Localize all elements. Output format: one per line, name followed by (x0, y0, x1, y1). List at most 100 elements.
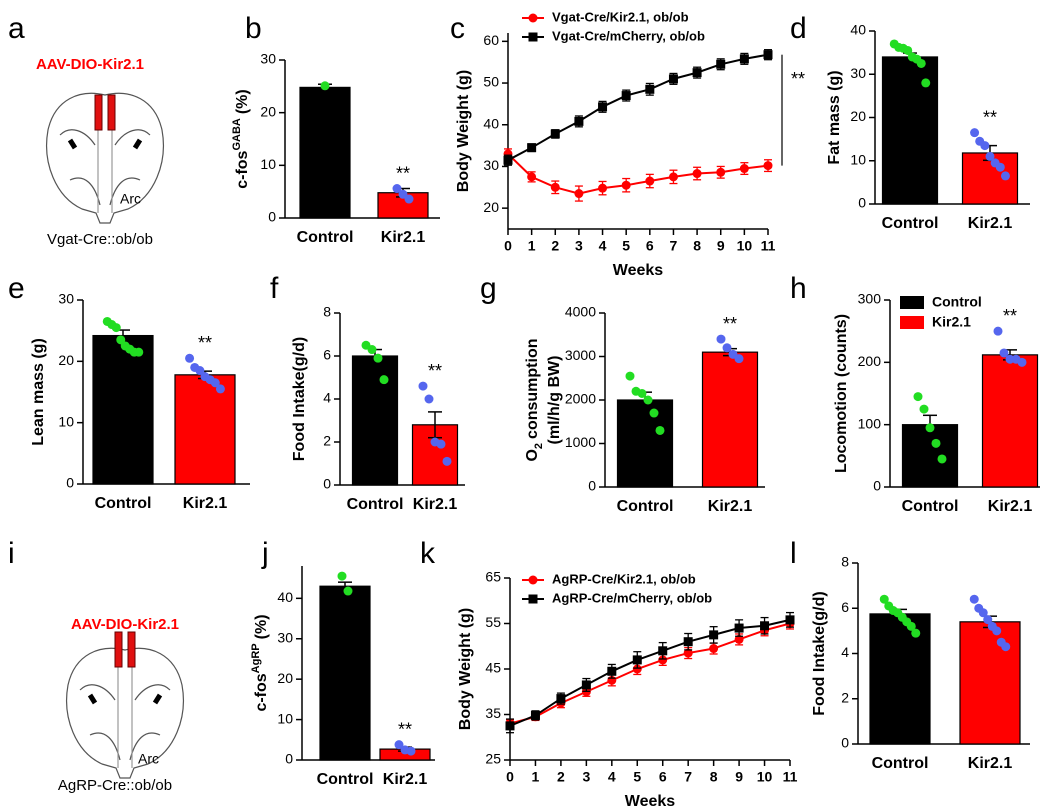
x-tick-label: 1 (528, 238, 536, 254)
y-tick-label: 45 (485, 660, 501, 676)
y-axis-label-part: Food Intake(g/d) (811, 591, 828, 715)
data-point (621, 91, 631, 101)
data-point (632, 655, 642, 665)
x-tick-label: Control (617, 498, 674, 515)
y-tick-label: 10 (260, 156, 276, 172)
y-tick-label: 10 (277, 710, 293, 726)
y-tick-label: 0 (323, 476, 331, 492)
y-axis-label-part: Food Intake(g/d) (291, 337, 308, 461)
data-point (320, 81, 330, 91)
significance: ** (983, 107, 997, 127)
mouse-label: AgRP-Cre::ob/ob (58, 777, 172, 794)
x-tick-label: Kir2.1 (381, 229, 426, 246)
y-axis-label-part: c-fos (253, 673, 270, 711)
data-point (418, 381, 428, 391)
panel-letter: b (245, 12, 262, 45)
y-axis-label: Body Weight (g) (457, 608, 474, 730)
bar (901, 424, 959, 488)
data-point (978, 608, 988, 618)
legend-label: Control (932, 294, 982, 310)
data-point (985, 151, 995, 161)
x-tick-label: 5 (633, 769, 641, 785)
mouse-label: Vgat-Cre::ob/ob (47, 231, 153, 248)
y-tick-label: 20 (483, 199, 499, 215)
y-axis-label-part: (%) (253, 614, 270, 639)
bar (92, 334, 154, 485)
y-tick-label: 8 (841, 554, 849, 570)
data-point (763, 50, 773, 60)
data-point (625, 371, 635, 381)
bar (319, 585, 371, 761)
x-tick-label: Control (317, 771, 374, 788)
x-tick-label: 4 (608, 769, 616, 785)
y-tick-label: 40 (277, 589, 293, 605)
data-point (406, 746, 416, 756)
data-point (760, 621, 770, 631)
y-axis-label-part: GABA (231, 118, 243, 150)
y-tick-label: 8 (323, 304, 331, 320)
y-tick-label: 30 (260, 51, 276, 67)
x-tick-label: Kir2.1 (708, 498, 753, 515)
data-point (995, 162, 1005, 172)
data-point (903, 45, 913, 55)
y-tick-label: 0 (873, 478, 881, 494)
data-point (210, 378, 220, 388)
y-axis-label: O2 consumption (524, 338, 545, 461)
data-point (879, 594, 889, 604)
y-tick-label: 50 (483, 74, 499, 90)
data-point (379, 375, 389, 385)
y-tick-label: 4 (323, 390, 331, 406)
data-point (134, 347, 144, 357)
x-tick-label: 3 (582, 769, 590, 785)
y-tick-label: 0 (841, 735, 849, 751)
y-axis-label-part: O (524, 449, 541, 461)
data-point (645, 84, 655, 94)
y-axis-label-part: Locomotion (counts) (833, 314, 850, 473)
panel-letter: d (790, 12, 807, 45)
data-point (983, 615, 993, 625)
data-point (992, 626, 1002, 636)
data-point (1001, 642, 1011, 652)
region-label: Arc (138, 751, 159, 767)
legend-marker (528, 594, 538, 604)
bar (959, 621, 1021, 745)
data-point (527, 143, 537, 153)
panel-letter: j (261, 537, 269, 570)
data-point (993, 326, 1003, 336)
legend-marker (528, 32, 538, 42)
data-point (392, 184, 402, 194)
data-point (574, 116, 584, 126)
x-tick-label: 9 (735, 769, 743, 785)
legend-label: Kir2.1 (932, 314, 971, 330)
panel-letter: k (420, 537, 436, 570)
x-tick-label: Kir2.1 (968, 755, 1013, 772)
data-point (394, 740, 404, 750)
data-point (424, 394, 434, 404)
y-tick-label: 55 (485, 614, 501, 630)
bar (174, 374, 236, 485)
y-axis-label-part: (%) (234, 89, 251, 114)
x-tick-label: 3 (575, 238, 583, 254)
brain-section (66, 631, 184, 779)
y-tick-label: 65 (485, 569, 501, 585)
y-tick-label: 30 (277, 629, 293, 645)
data-point (716, 59, 726, 69)
panel-letter: a (8, 12, 25, 45)
data-point (556, 694, 566, 704)
data-point (215, 384, 225, 394)
bar (981, 354, 1039, 488)
data-point (598, 102, 608, 112)
legend-label: Vgat-Cre/mCherry, ob/ob (552, 28, 705, 43)
y-axis-label-part: Fat mass (g) (826, 70, 843, 164)
x-tick-label: 7 (670, 238, 678, 254)
data-point (404, 194, 414, 204)
significance: ** (398, 719, 412, 739)
legend-marker (528, 575, 538, 585)
x-tick-label: 8 (693, 238, 701, 254)
data-point (980, 141, 990, 151)
data-point (913, 392, 923, 402)
data-point (709, 630, 719, 640)
x-tick-label: Control (902, 498, 959, 515)
data-point (621, 180, 631, 190)
data-point (734, 354, 744, 364)
